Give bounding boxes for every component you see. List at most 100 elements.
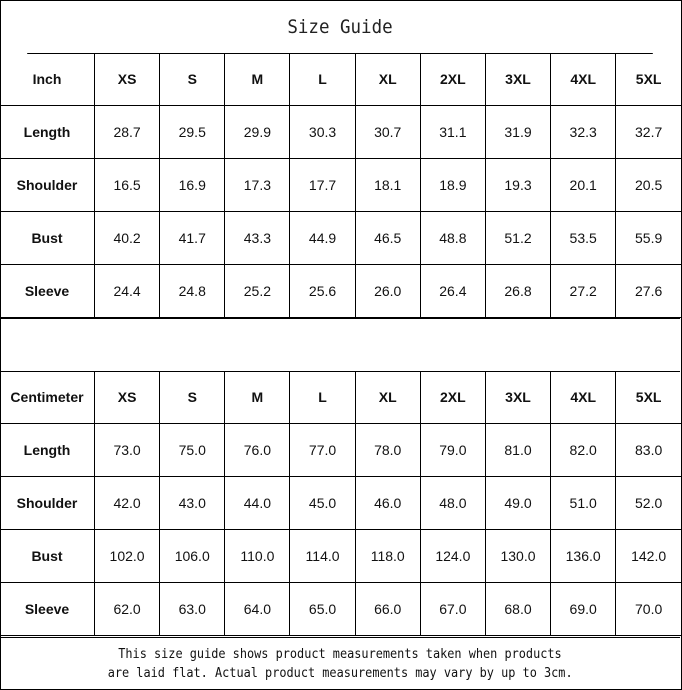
measurement-cell: 19.3 (484, 158, 552, 212)
table-row: Shoulder 16.5 16.9 17.3 17.7 18.1 18.9 19.3 20.1… (0, 158, 681, 212)
size-header: 4XL (550, 371, 617, 424)
size-header: M (224, 53, 291, 106)
measurement-cell: 81.0 (484, 423, 552, 477)
size-header: 2XL (419, 53, 486, 106)
measurement-cell: 42.0 (93, 476, 161, 530)
measurement-cell: 76.0 (224, 423, 291, 477)
size-header: L (289, 371, 356, 424)
header-row: Centimeter XS S M L XL 2XL 3XL 4XL 5XL (0, 371, 681, 424)
measurement-cell: 68.0 (484, 582, 552, 636)
measurement-cell: 44.9 (289, 211, 356, 265)
row-label: Bust (0, 211, 95, 265)
row-label: Shoulder (0, 158, 95, 212)
measurement-cell: 118.0 (354, 529, 421, 583)
measurement-cell: 63.0 (159, 582, 226, 636)
table-row: Bust 40.2 41.7 43.3 44.9 46.5 48.8 51.2 53.5 55.9 (0, 211, 681, 265)
table-row: Sleeve 62.0 63.0 64.0 65.0 66.0 67.0 68.0 69.0 70… (0, 582, 681, 636)
measurement-cell: 130.0 (484, 529, 552, 583)
measurement-cell: 79.0 (419, 423, 486, 477)
measurement-cell: 27.2 (550, 264, 617, 318)
measurement-cell: 27.6 (615, 264, 681, 318)
measurement-cell: 69.0 (550, 582, 617, 636)
measurement-cell: 136.0 (550, 529, 617, 583)
measurement-cell: 110.0 (224, 529, 291, 583)
table-row: Length 28.7 29.5 29.9 30.3 30.7 31.1 31.9 32.3 32… (0, 105, 681, 159)
size-header: XS (93, 371, 161, 424)
measurement-cell: 26.4 (419, 264, 486, 318)
measurement-cell: 52.0 (615, 476, 681, 530)
table-row: Shoulder 42.0 43.0 44.0 45.0 46.0 48.0 49.0 51.0… (0, 476, 681, 530)
measurement-cell: 62.0 (93, 582, 161, 636)
measurement-cell: 29.9 (224, 105, 291, 159)
measurement-cell: 29.5 (159, 105, 226, 159)
measurement-cell: 30.7 (354, 105, 421, 159)
measurement-cell: 102.0 (93, 529, 161, 583)
size-header: 5XL (615, 371, 681, 424)
section-spacer (0, 318, 680, 372)
table-row: Sleeve 24.4 24.8 25.2 25.6 26.0 26.4 26.8 27.2 27… (0, 264, 681, 318)
row-label: Sleeve (0, 582, 95, 636)
size-header: 3XL (484, 371, 552, 424)
measurement-cell: 17.7 (289, 158, 356, 212)
measurement-cell: 20.1 (550, 158, 617, 212)
size-header: 4XL (550, 53, 617, 106)
note-line-1: This size guide shows product measuremen… (118, 645, 562, 662)
measurement-cell: 32.7 (615, 105, 681, 159)
measurement-cell: 32.3 (550, 105, 617, 159)
centimeter-table: Centimeter XS S M L XL 2XL 3XL 4XL 5XL Length 73.0 7… (0, 371, 681, 636)
measurement-cell: 31.1 (419, 105, 486, 159)
row-label: Length (0, 423, 95, 477)
size-header: 5XL (615, 53, 681, 106)
measurement-cell: 31.9 (484, 105, 552, 159)
measurement-cell: 43.0 (159, 476, 226, 530)
unit-label: Inch (0, 53, 95, 106)
measurement-cell: 55.9 (615, 211, 681, 265)
header-row: Inch XS S M L XL 2XL 3XL 4XL 5XL (0, 53, 681, 106)
measurement-cell: 45.0 (289, 476, 356, 530)
measurement-cell: 53.5 (550, 211, 617, 265)
measurement-cell: 77.0 (289, 423, 356, 477)
measurement-cell: 48.0 (419, 476, 486, 530)
measurement-cell: 25.6 (289, 264, 356, 318)
row-label: Length (0, 105, 95, 159)
measurement-cell: 51.2 (484, 211, 552, 265)
measurement-cell: 20.5 (615, 158, 681, 212)
measurement-cell: 41.7 (159, 211, 226, 265)
row-label: Bust (0, 529, 95, 583)
measurement-cell: 83.0 (615, 423, 681, 477)
measurement-cell: 24.4 (93, 264, 161, 318)
measurement-cell: 78.0 (354, 423, 421, 477)
measurement-cell: 73.0 (93, 423, 161, 477)
table-row: Length 73.0 75.0 76.0 77.0 78.0 79.0 81.0 82.0 83… (0, 423, 681, 477)
row-label: Sleeve (0, 264, 95, 318)
measurement-cell: 65.0 (289, 582, 356, 636)
page-title: Size Guide (27, 0, 653, 54)
measurement-cell: 24.8 (159, 264, 226, 318)
measurement-cell: 49.0 (484, 476, 552, 530)
measurement-cell: 40.2 (93, 211, 161, 265)
size-header: XS (93, 53, 161, 106)
size-header: 3XL (484, 53, 552, 106)
measurement-cell: 114.0 (289, 529, 356, 583)
measurement-cell: 64.0 (224, 582, 291, 636)
measurement-cell: 17.3 (224, 158, 291, 212)
measurement-cell: 46.0 (354, 476, 421, 530)
unit-label: Centimeter (0, 371, 95, 424)
measurement-cell: 16.9 (159, 158, 226, 212)
size-header: S (159, 371, 226, 424)
measurement-cell: 18.9 (419, 158, 486, 212)
note-line-2: are laid flat. Actual product measuremen… (107, 664, 573, 681)
measurement-cell: 16.5 (93, 158, 161, 212)
measurement-cell: 44.0 (224, 476, 291, 530)
size-header: S (159, 53, 226, 106)
row-label: Shoulder (0, 476, 95, 530)
measurement-cell: 82.0 (550, 423, 617, 477)
measurement-note: This size guide shows product measuremen… (0, 637, 680, 689)
measurement-cell: 124.0 (419, 529, 486, 583)
measurement-cell: 43.3 (224, 211, 291, 265)
size-header: XL (354, 53, 421, 106)
measurement-cell: 70.0 (615, 582, 681, 636)
inch-table: Inch XS S M L XL 2XL 3XL 4XL 5XL Length 28.7 29.5 29.… (0, 53, 681, 318)
measurement-cell: 51.0 (550, 476, 617, 530)
table-row: Bust 102.0 106.0 110.0 114.0 118.0 124.0 130.0 1… (0, 529, 681, 583)
